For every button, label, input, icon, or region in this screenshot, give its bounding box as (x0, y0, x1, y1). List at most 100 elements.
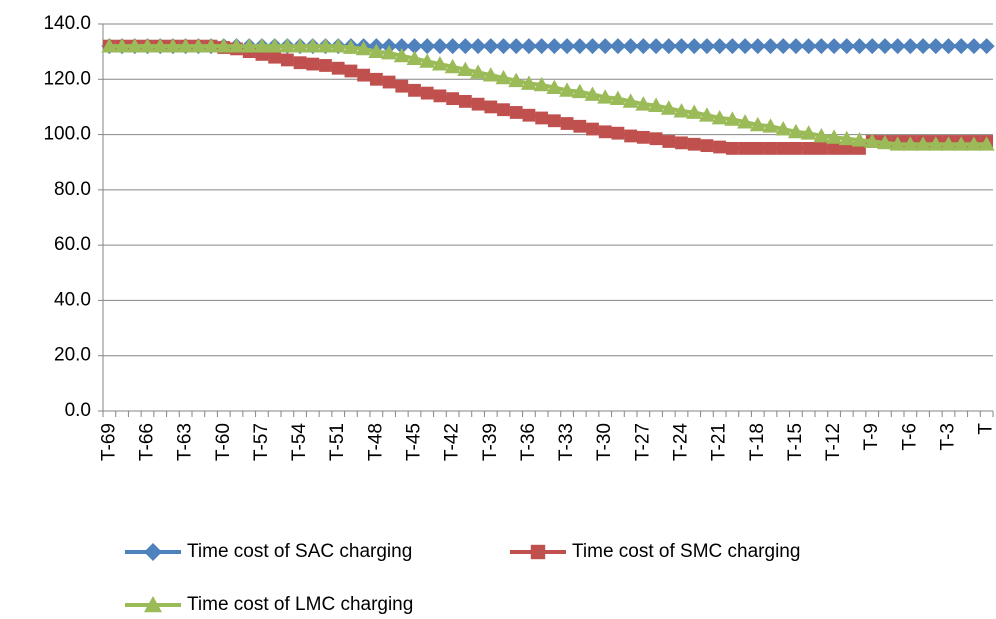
marker (355, 40, 372, 56)
marker (673, 38, 690, 55)
marker (495, 38, 512, 55)
marker (266, 38, 283, 53)
marker (713, 140, 727, 154)
marker (573, 119, 587, 133)
x-tick-label: T-9 (861, 423, 882, 450)
marker (978, 38, 995, 55)
y-tick-label: 20.0 (54, 345, 91, 366)
x-tick-label: T-6 (899, 423, 920, 450)
marker (126, 38, 143, 53)
marker (279, 38, 296, 53)
marker (978, 136, 995, 151)
marker (635, 96, 652, 111)
marker (622, 38, 639, 55)
x-tick-label: T-12 (823, 423, 844, 461)
marker (177, 38, 194, 53)
y-tick-label: 120.0 (43, 68, 91, 89)
marker (675, 136, 688, 150)
x-tick-label: T-36 (518, 423, 539, 461)
x-tick-label: T-60 (213, 423, 234, 461)
marker (698, 107, 715, 122)
marker (253, 38, 270, 53)
marker (306, 57, 320, 71)
marker (457, 38, 474, 55)
marker (420, 86, 434, 100)
marker (787, 123, 804, 139)
marker (470, 38, 487, 55)
marker (203, 38, 220, 53)
marker (444, 58, 461, 74)
marker (902, 136, 919, 151)
marker (864, 38, 881, 55)
x-tick-label: T-33 (556, 423, 577, 461)
marker (393, 38, 410, 55)
x-tick-label: T-51 (327, 423, 348, 461)
y-tick-label: 140.0 (43, 13, 91, 34)
marker (725, 141, 739, 155)
legend-label: Time cost of SMC charging (572, 541, 800, 562)
marker (586, 122, 599, 136)
marker (357, 68, 371, 82)
y-tick-label: 0.0 (65, 400, 91, 421)
marker (509, 106, 523, 119)
marker (686, 38, 703, 55)
x-tick-label: T-66 (137, 423, 158, 461)
marker (535, 111, 549, 125)
marker (738, 141, 752, 155)
marker (876, 38, 893, 55)
marker (471, 97, 485, 111)
x-tick-label: T-3 (938, 423, 959, 450)
marker (609, 38, 626, 55)
marker (241, 38, 258, 53)
marker (406, 50, 423, 65)
marker (800, 38, 817, 55)
marker (787, 38, 804, 55)
marker (687, 137, 701, 151)
marker (317, 38, 334, 53)
marker (560, 117, 574, 130)
marker (762, 38, 779, 55)
x-tick-label: T-18 (747, 423, 768, 461)
x-tick-label: T-45 (404, 423, 425, 461)
legend-marker (144, 543, 162, 561)
marker (393, 47, 410, 63)
marker (458, 95, 472, 108)
marker (648, 38, 665, 55)
marker (851, 132, 868, 147)
marker (838, 38, 855, 55)
x-tick-label: T-15 (785, 423, 806, 461)
marker (228, 38, 245, 53)
marker (827, 141, 841, 155)
marker (293, 56, 307, 70)
marker (520, 38, 537, 55)
marker (408, 83, 421, 97)
marker (915, 38, 932, 55)
marker (889, 38, 906, 55)
marker (802, 141, 816, 155)
y-tick-label: 100.0 (43, 124, 91, 145)
marker (649, 132, 663, 146)
marker (280, 53, 294, 67)
marker (624, 129, 638, 143)
marker (711, 38, 728, 55)
marker (838, 130, 855, 146)
marker (889, 136, 906, 151)
marker (457, 61, 474, 77)
x-tick-label: T-69 (98, 423, 119, 461)
marker (813, 127, 830, 143)
marker (965, 136, 982, 151)
marker (495, 69, 512, 85)
legend-marker (144, 596, 162, 613)
marker (737, 114, 754, 129)
marker (635, 38, 652, 55)
marker (775, 38, 792, 55)
marker (749, 116, 766, 132)
marker (508, 72, 525, 88)
marker (215, 38, 232, 53)
marker (609, 90, 626, 106)
marker (482, 38, 499, 55)
marker (800, 125, 817, 140)
marker (789, 141, 803, 155)
marker (749, 38, 766, 55)
